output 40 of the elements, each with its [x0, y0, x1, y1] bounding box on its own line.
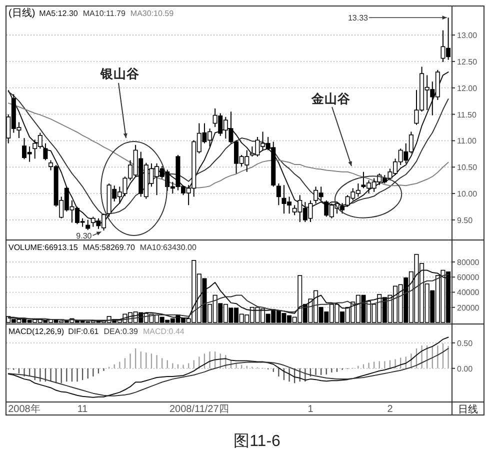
y-tick-label: 12.50 [457, 57, 478, 66]
y-tick-label: 9.50 [457, 216, 474, 225]
chart-title: (日线) [8, 7, 36, 19]
text: MA5:12.30 [39, 9, 78, 18]
annotation: 银山谷 [100, 66, 140, 81]
candlestick [43, 142, 48, 161]
candlestick [276, 182, 281, 206]
text: VOLUME:66913.15 [8, 243, 78, 252]
y-tick-label: 0.00 [457, 364, 474, 374]
x-tick-label: 1 [308, 404, 314, 415]
candlestick [86, 219, 90, 230]
y-tick-label: 0.50 [457, 338, 474, 348]
y-tick-label: 10.00 [457, 190, 478, 199]
y-tick-label: 80000 [457, 258, 480, 267]
y-tick-label: 11.50 [457, 110, 477, 120]
text: DIF:0.61 [68, 327, 100, 336]
y-tick-label: 40000 [457, 288, 480, 298]
x-tick-label: 2008/11/27四 [170, 404, 229, 415]
text: MA5:58269.70 [82, 243, 136, 252]
x-tick-label: 11 [77, 404, 88, 415]
y-tick-label: 20000 [457, 303, 480, 312]
y-tick-label: 11.00 [457, 136, 477, 146]
y-tick-label: 12.00 [457, 84, 478, 93]
text: MA10:11.79 [82, 9, 126, 18]
y-tick-label: 13.00 [457, 31, 478, 40]
text: 日线 [458, 404, 478, 416]
x-tick-label: 2008年 [8, 403, 40, 415]
series-label: MACD:0.44 [143, 327, 185, 336]
line-series [8, 336, 449, 398]
text: MA30:10.59 [130, 9, 174, 18]
text: DEA:0.39 [104, 327, 139, 336]
annotation: 金山谷 [310, 91, 352, 106]
text: MA10:63430.00 [140, 243, 197, 252]
chart-title: MACD(12,26,9) [8, 327, 64, 336]
y-tick-label: 60000 [457, 273, 480, 282]
annotation: 13.33 [348, 14, 369, 23]
caption: 图11-6 [234, 433, 281, 450]
annotation: 9.30 [76, 231, 92, 240]
x-tick-label: 2 [387, 404, 394, 415]
y-tick-label: 10.50 [457, 163, 478, 172]
